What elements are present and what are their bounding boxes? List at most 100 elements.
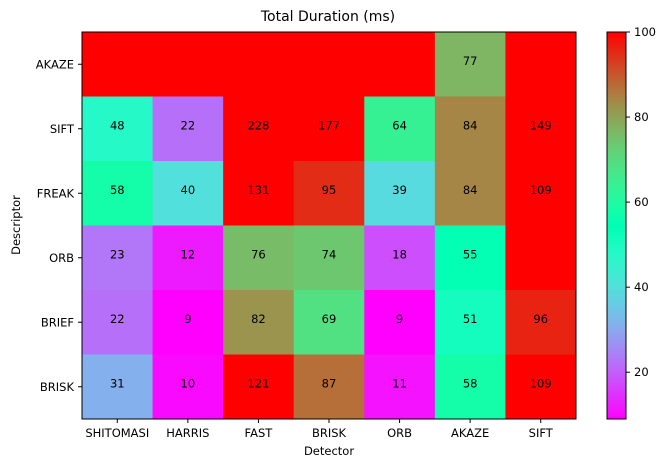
cell-value-label: 228	[247, 119, 269, 133]
heatmap-cell	[152, 225, 224, 291]
heatmap-cell	[152, 354, 224, 420]
cell-value-label: 10	[181, 377, 196, 391]
heatmap-cell	[223, 290, 295, 355]
heatmap-cell	[82, 354, 154, 420]
cell-value-label: 48	[110, 119, 125, 133]
heatmap-cell	[434, 290, 506, 355]
colorbar-tick-label: 20	[634, 365, 649, 379]
heatmap-cell	[223, 225, 295, 291]
heatmap-cell	[223, 354, 295, 420]
x-tick-label: FAST	[245, 426, 274, 440]
heatmap-cell	[364, 354, 436, 420]
x-tick-label: AKAZE	[451, 426, 489, 440]
cell-value-label: 12	[181, 248, 196, 262]
cell-value-label: 39	[392, 183, 407, 197]
heatmap-cell	[505, 32, 577, 97]
heatmap-cell	[293, 354, 365, 420]
cell-value-label: 95	[322, 183, 337, 197]
cell-value-label: 31	[110, 377, 125, 391]
heatmap-cell	[505, 290, 577, 355]
heatmap-cell	[82, 290, 154, 355]
y-tick-label: ORB	[49, 251, 74, 265]
heatmap-cell	[223, 161, 295, 226]
heatmap-cell	[82, 32, 154, 97]
heatmap-cell	[82, 96, 154, 162]
x-tick-label: ORB	[387, 426, 412, 440]
colorbar-ticks: 20 40 60 80 100	[626, 25, 656, 379]
cell-value-label: 58	[463, 377, 478, 391]
cell-value-label: 74	[322, 248, 337, 262]
cell-value-label: 23	[110, 248, 125, 262]
cell-value-label: 64	[392, 119, 407, 133]
heatmap-cell	[434, 354, 506, 420]
heatmap-cell	[364, 96, 436, 162]
heatmap-cell	[293, 225, 365, 291]
colorbar-tick-label: 80	[634, 110, 649, 124]
colorbar-tick-label: 100	[634, 25, 656, 39]
heatmap-cell	[293, 161, 365, 226]
cell-value-label: 131	[247, 183, 269, 197]
cell-value-label: 9	[396, 312, 403, 326]
heatmap-cell	[152, 32, 224, 97]
x-axis-label: Detector	[304, 444, 354, 458]
heatmap-cell	[364, 32, 436, 97]
heatmap-cell	[293, 96, 365, 162]
cell-value-label: 87	[322, 377, 337, 391]
heatmap-cell	[223, 96, 295, 162]
x-axis-ticks: SHITOMASI HARRIS FAST BRISK ORB AKAZE SIFT	[85, 419, 554, 440]
heatmap-cell	[505, 96, 577, 162]
heatmap-cells	[82, 32, 577, 420]
x-tick-label: SIFT	[529, 426, 554, 440]
heatmap-cell	[505, 354, 577, 420]
heatmap-cell	[364, 161, 436, 226]
cell-value-label: 69	[322, 312, 337, 326]
heatmap-cell	[434, 225, 506, 291]
colorbar	[606, 31, 627, 420]
heatmap-cell	[505, 161, 577, 226]
heatmap-cell	[152, 290, 224, 355]
x-tick-label: SHITOMASI	[85, 426, 149, 440]
cell-value-label: 109	[530, 183, 552, 197]
cell-value-label: 77	[463, 54, 478, 68]
cell-value-label: 76	[251, 248, 266, 262]
heatmap-cell	[434, 161, 506, 226]
heatmap-cell	[364, 290, 436, 355]
cell-value-label: 109	[530, 377, 552, 391]
cell-value-label: 22	[110, 312, 125, 326]
y-axis-label: Descriptor	[9, 195, 23, 255]
heatmap-cell	[293, 32, 365, 97]
chart-title: Total Duration (ms)	[260, 9, 395, 25]
heatmap-cell	[505, 225, 577, 291]
cell-value-label: 40	[181, 183, 196, 197]
y-tick-label: BRISK	[40, 380, 75, 394]
y-axis-ticks: AKAZE SIFT FREAK ORB BRIEF BRISK	[36, 57, 82, 394]
y-tick-label: BRIEF	[41, 315, 74, 329]
cell-value-label: 58	[110, 183, 125, 197]
heatmap-cell	[223, 32, 295, 97]
x-tick-label: HARRIS	[166, 426, 209, 440]
colorbar-tick-label: 40	[634, 280, 649, 294]
heatmap-cell	[82, 161, 154, 226]
heatmap-cell	[152, 96, 224, 162]
y-tick-label: FREAK	[37, 186, 75, 200]
heatmap-cell	[82, 225, 154, 291]
cell-value-label: 84	[463, 119, 478, 133]
heatmap-cell	[152, 161, 224, 226]
cell-value-label: 121	[247, 377, 269, 391]
cell-value-label: 22	[181, 119, 196, 133]
y-tick-label: SIFT	[50, 122, 75, 136]
cell-value-label: 55	[463, 248, 478, 262]
cell-value-label: 9	[184, 312, 191, 326]
colorbar-tick-label: 60	[634, 195, 649, 209]
cell-value-label: 177	[318, 119, 340, 133]
cell-value-label: 84	[463, 183, 478, 197]
cell-value-label: 51	[463, 312, 478, 326]
cell-value-label: 149	[530, 119, 552, 133]
cell-value-label: 11	[392, 377, 407, 391]
x-tick-label: BRISK	[312, 426, 347, 440]
cell-value-label: 82	[251, 312, 266, 326]
heatmap-cell	[434, 32, 506, 97]
cell-value-label: 96	[533, 312, 548, 326]
